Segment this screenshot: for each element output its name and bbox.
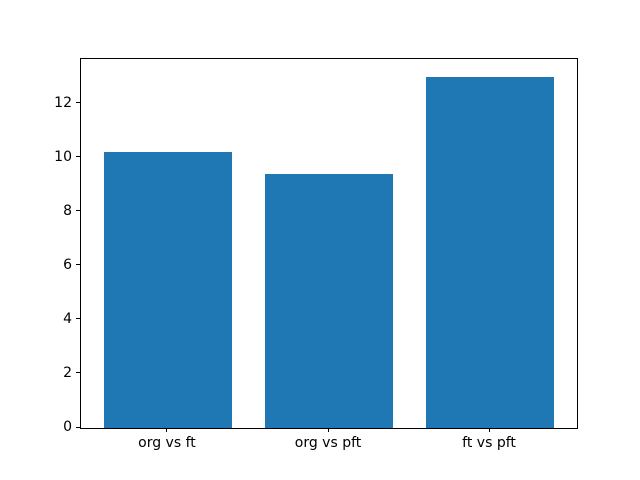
x-tick-label: ft vs pft (462, 435, 516, 451)
y-tick-label: 10 (54, 148, 72, 165)
y-tick-label: 6 (63, 256, 72, 273)
bar-org-vs-ft (103, 152, 233, 428)
y-tick-label: 12 (54, 94, 72, 111)
bar-ft-vs-pft (425, 76, 555, 428)
y-tick-mark (76, 426, 80, 428)
y-tick-label: 2 (63, 364, 72, 381)
y-tick-label: 0 (63, 419, 72, 435)
y-tick-mark (76, 102, 80, 104)
x-tick-mark (488, 428, 490, 432)
x-tick-label: org vs ft (138, 435, 196, 451)
y-tick-label: 4 (63, 310, 72, 327)
x-tick-mark (166, 428, 168, 432)
x-tick-mark (327, 428, 329, 432)
y-tick-mark (76, 264, 80, 266)
plot-area (80, 58, 578, 429)
y-tick-mark (76, 318, 80, 320)
y-tick-mark (76, 372, 80, 374)
x-tick-label: org vs pft (294, 435, 362, 451)
y-tick-label: 8 (63, 202, 72, 219)
y-tick-mark (76, 156, 80, 158)
y-tick-mark (76, 210, 80, 212)
bar-org-vs-pft (264, 173, 394, 428)
